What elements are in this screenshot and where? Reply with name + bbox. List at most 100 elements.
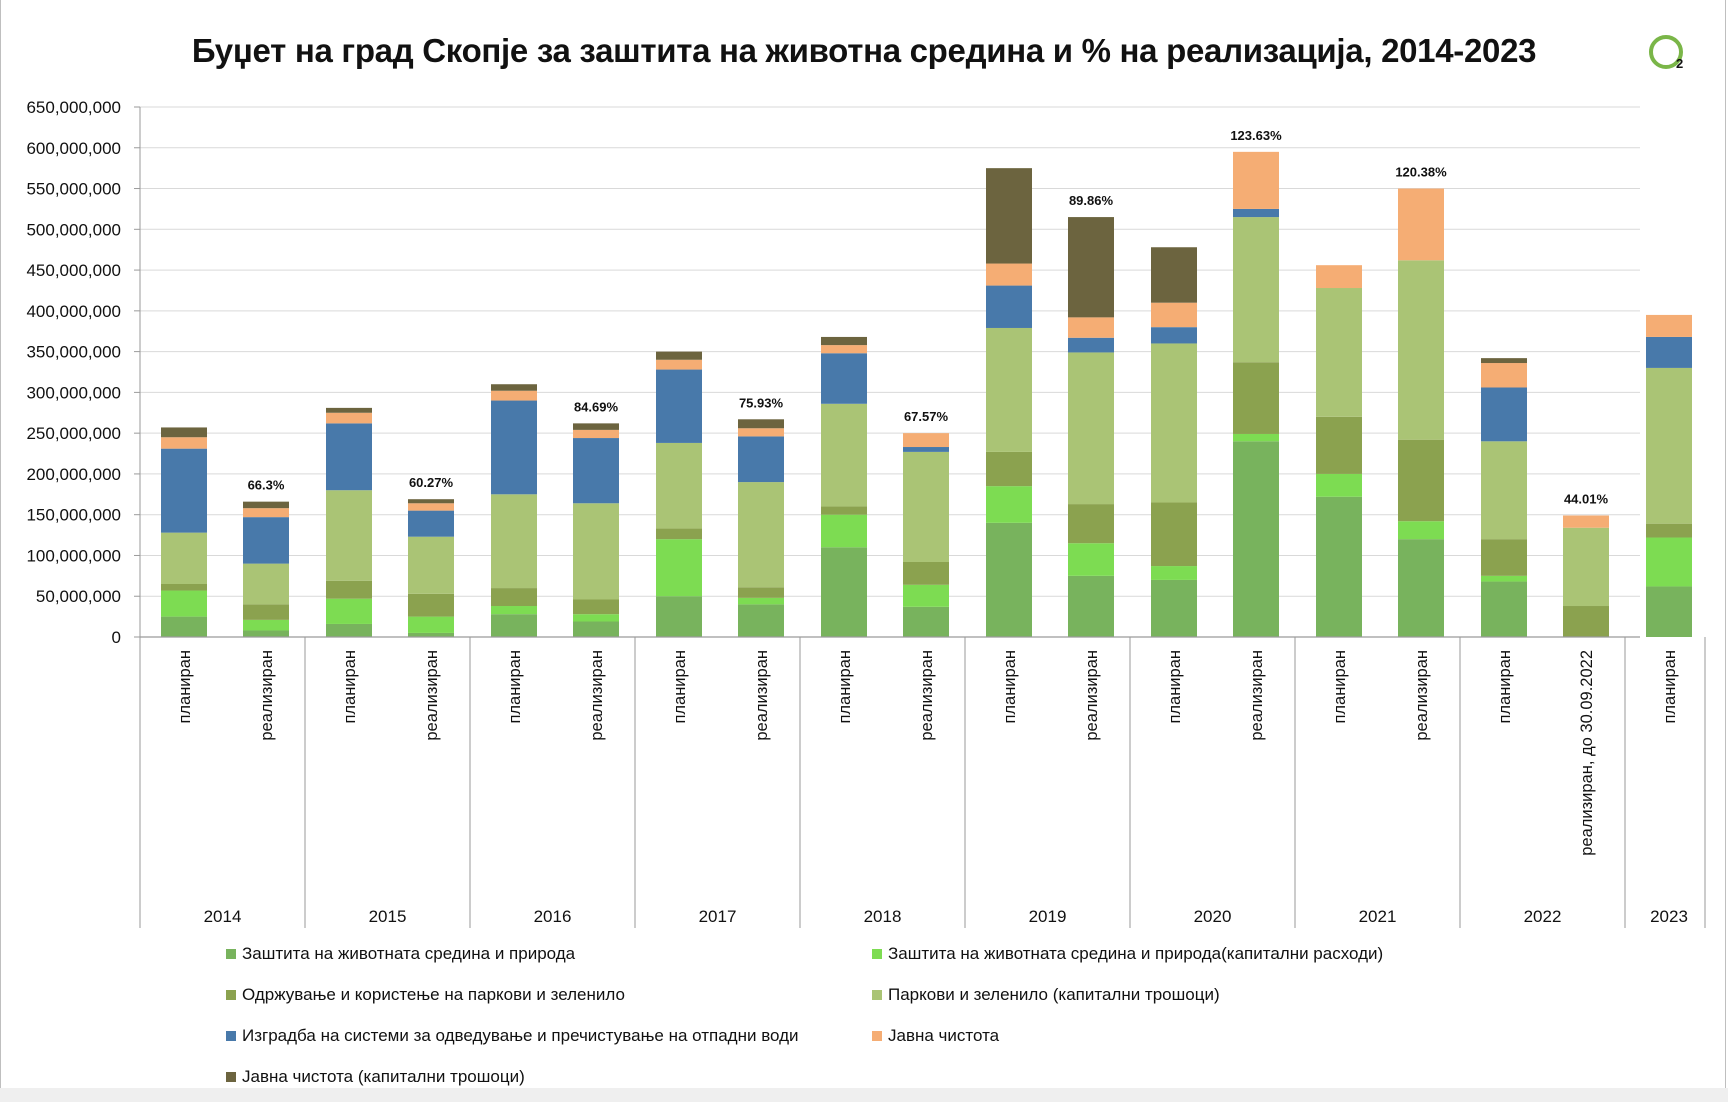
legend-label: Паркови и зеленило (капитални трошоци) xyxy=(888,985,1220,1004)
bar-segment xyxy=(656,539,702,597)
bar-segment xyxy=(903,561,949,585)
bar-segment xyxy=(408,616,454,633)
bar-segment xyxy=(1481,358,1527,364)
bar-segment xyxy=(738,604,784,637)
bar-segment xyxy=(491,494,537,589)
bar-segment xyxy=(1646,367,1692,524)
category-label: реализиран xyxy=(918,650,936,741)
year-label: 2016 xyxy=(534,907,572,926)
bar-segment xyxy=(408,632,454,637)
bar-segment xyxy=(1398,188,1444,261)
y-tick-label: 400,000,000 xyxy=(26,302,121,321)
category-label: планиран xyxy=(1001,650,1019,724)
bar-segment xyxy=(1233,151,1279,209)
year-label: 2014 xyxy=(204,907,242,926)
bar-segment xyxy=(903,433,949,448)
bar-segment xyxy=(573,621,619,637)
bar-segment xyxy=(1481,441,1527,540)
bar-segment xyxy=(1398,260,1444,440)
y-tick-label: 350,000,000 xyxy=(26,343,121,362)
bar-segment xyxy=(903,451,949,562)
y-tick-label: 100,000,000 xyxy=(26,546,121,565)
category-label: реализиран xyxy=(588,650,606,741)
bar-segment xyxy=(161,584,207,591)
category-label: реализиран xyxy=(1083,650,1101,741)
year-label: 2018 xyxy=(864,907,902,926)
bar-segment xyxy=(903,606,949,637)
logo-ring xyxy=(1649,35,1683,69)
bar-segment xyxy=(1481,539,1527,576)
year-label: 2023 xyxy=(1650,907,1688,926)
bar-segment xyxy=(903,584,949,607)
bar-segment xyxy=(326,412,372,424)
bar-segment xyxy=(1481,363,1527,388)
percent-label: 60.27% xyxy=(409,475,454,490)
bar-segment xyxy=(1563,515,1609,528)
bar-segment xyxy=(1316,496,1362,637)
bar-segment xyxy=(161,616,207,637)
bar-segment xyxy=(1068,317,1114,338)
legend-swatch xyxy=(872,990,882,1000)
y-tick-label: 0 xyxy=(112,628,121,647)
category-label: планиран xyxy=(1331,650,1349,724)
bar-segment xyxy=(1646,336,1692,368)
bar-segment xyxy=(161,427,207,438)
legend-swatch xyxy=(226,990,236,1000)
slide-logo: 2 xyxy=(1649,35,1683,71)
y-tick-label: 500,000,000 xyxy=(26,220,121,239)
bar-segment xyxy=(738,597,784,605)
bar-segment xyxy=(243,508,289,518)
year-label: 2017 xyxy=(699,907,737,926)
percent-label: 66.3% xyxy=(248,478,285,493)
bar-segment xyxy=(821,547,867,637)
bar-segment xyxy=(408,499,454,504)
year-label: 2020 xyxy=(1194,907,1232,926)
bar-segment xyxy=(738,482,784,588)
bar-segment xyxy=(1646,314,1692,337)
bar-segment xyxy=(738,428,784,437)
category-label: реализиран xyxy=(258,650,276,741)
bar-segment xyxy=(1151,302,1197,328)
legend-item: Јавна чистота xyxy=(872,1026,999,1046)
category-label: планиран xyxy=(836,650,854,724)
bar-segment xyxy=(821,353,867,404)
bar-segment xyxy=(573,438,619,504)
bar-segment xyxy=(408,510,454,537)
bar-segment xyxy=(491,400,537,495)
bar-segment xyxy=(1068,352,1114,505)
bar-segment xyxy=(243,517,289,564)
bar-segment xyxy=(1646,586,1692,637)
bar-segment xyxy=(1316,416,1362,474)
legend-item: Паркови и зеленило (капитални трошоци) xyxy=(872,985,1220,1005)
bar-segment xyxy=(1068,575,1114,637)
bar-segment xyxy=(1316,265,1362,289)
bar-segment xyxy=(1233,362,1279,434)
bar-segment xyxy=(1481,575,1527,582)
bar-segment xyxy=(821,336,867,346)
bar-segment xyxy=(821,345,867,354)
bar-segment xyxy=(326,423,372,491)
bar-segment xyxy=(1646,523,1692,538)
percent-label: 75.93% xyxy=(739,395,784,410)
bar-segment xyxy=(821,506,867,515)
legend-label: Заштита на животната средина и природа xyxy=(242,944,576,963)
bar-segment xyxy=(656,351,702,360)
bar-segment xyxy=(738,436,784,483)
bar-segment xyxy=(491,614,537,637)
legend-swatch xyxy=(226,949,236,959)
year-label: 2021 xyxy=(1359,907,1397,926)
percent-label: 120.38% xyxy=(1395,165,1447,180)
y-tick-label: 450,000,000 xyxy=(26,261,121,280)
category-label: планиран xyxy=(176,650,194,724)
y-tick-label: 150,000,000 xyxy=(26,506,121,525)
legend-swatch xyxy=(226,1072,236,1082)
bar-segment xyxy=(326,490,372,581)
bar-segment xyxy=(1068,337,1114,353)
y-tick-label: 200,000,000 xyxy=(26,465,121,484)
legend-item: Заштита на животната средина и природа(к… xyxy=(872,944,1383,964)
bar-segment xyxy=(986,285,1032,328)
percent-label: 67.57% xyxy=(904,409,949,424)
legend-swatch xyxy=(226,1031,236,1041)
bar-segment xyxy=(1481,387,1527,442)
